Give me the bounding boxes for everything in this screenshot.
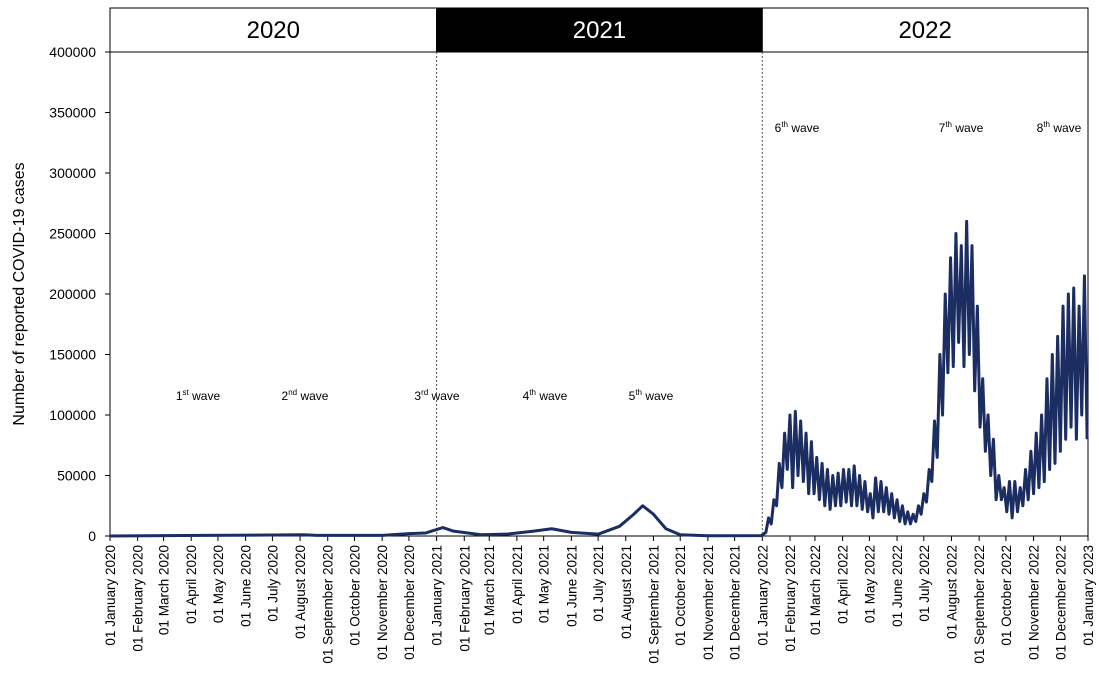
x-tick-label: 01 July 2022 — [917, 545, 932, 622]
x-tick-label: 01 July 2020 — [265, 545, 280, 622]
x-tick-label: 01 October 2022 — [999, 545, 1014, 646]
y-tick-label: 100000 — [49, 407, 96, 423]
x-tick-label: 01 March 2020 — [157, 545, 172, 635]
wave-number: 6 — [775, 121, 782, 135]
x-tick-label: 01 August 2022 — [944, 545, 959, 639]
period-label: 2020 — [247, 17, 300, 44]
y-tick-label: 300000 — [49, 165, 96, 181]
wave-suffix: rd — [421, 388, 428, 397]
x-tick-label: 01 January 2022 — [755, 545, 770, 646]
period-band — [761, 7, 1089, 53]
y-tick-label: 250000 — [49, 226, 96, 242]
x-tick-label: 01 May 2021 — [537, 545, 552, 623]
wave-suffix: nd — [288, 388, 297, 397]
x-tick-label: 01 January 2023 — [1081, 545, 1096, 646]
x-tick-label: 01 December 2020 — [402, 545, 417, 660]
wave-annotation: 2nd wave — [282, 388, 329, 403]
wave-text: wave — [1050, 121, 1082, 135]
wave-text: wave — [642, 389, 674, 403]
wave-suffix: th — [945, 120, 952, 129]
y-tick-label: 50000 — [57, 468, 96, 484]
wave-annotation: 6th wave — [775, 120, 820, 135]
wave-text: wave — [536, 389, 568, 403]
y-tick-label: 350000 — [49, 105, 96, 121]
x-tick-label: 01 June 2020 — [239, 545, 254, 627]
wave-number: 8 — [1037, 121, 1044, 135]
x-tick-label: 01 September 2021 — [646, 545, 661, 664]
wave-suffix: th — [529, 388, 536, 397]
y-axis-label: Number of reported COVID-19 cases — [11, 162, 28, 425]
x-tick-label: 01 September 2020 — [321, 545, 336, 664]
wave-text: wave — [189, 389, 221, 403]
x-tick-label: 01 April 2020 — [184, 545, 199, 624]
wave-text: wave — [428, 389, 460, 403]
x-tick-label: 01 March 2022 — [808, 545, 823, 635]
x-tick-label: 01 April 2021 — [510, 545, 525, 624]
x-tick-label: 01 April 2022 — [836, 545, 851, 624]
x-tick-label: 01 December 2021 — [728, 545, 743, 660]
wave-annotation: 8th wave — [1037, 120, 1082, 135]
x-tick-label: 01 September 2022 — [972, 545, 987, 664]
x-tick-label: 01 November 2020 — [375, 545, 390, 660]
wave-suffix: th — [781, 120, 788, 129]
x-tick-label: 01 January 2021 — [430, 545, 445, 646]
y-tick-label: 150000 — [49, 347, 96, 363]
x-tick-label: 01 February 2021 — [457, 545, 472, 652]
x-tick-label: 01 March 2021 — [482, 545, 497, 635]
wave-annotation: 4th wave — [523, 388, 568, 403]
wave-annotation: 7th wave — [939, 120, 984, 135]
x-tick-label: 01 February 2020 — [131, 545, 146, 652]
wave-number: 7 — [939, 121, 946, 135]
wave-number: 2 — [282, 389, 289, 403]
wave-annotation: 1st wave — [176, 388, 221, 403]
wave-suffix: th — [1043, 120, 1050, 129]
x-tick-label: 01 November 2021 — [701, 545, 716, 660]
wave-number: 5 — [629, 389, 636, 403]
wave-suffix: th — [635, 388, 642, 397]
wave-annotation: 5th wave — [629, 388, 674, 403]
period-label: 2022 — [898, 17, 951, 44]
wave-text: wave — [952, 121, 984, 135]
x-tick-label: 01 November 2022 — [1027, 545, 1042, 660]
y-tick-label: 0 — [88, 528, 96, 544]
period-band — [436, 7, 763, 53]
period-band — [109, 7, 438, 53]
wave-suffix: st — [183, 388, 190, 397]
y-tick-label: 400000 — [49, 44, 96, 60]
x-tick-label: 01 June 2021 — [564, 545, 579, 627]
x-tick-label: 01 July 2021 — [591, 545, 606, 622]
x-tick-label: 01 August 2020 — [293, 545, 308, 639]
case-line — [109, 219, 1089, 538]
x-tick-label: 01 October 2020 — [348, 545, 363, 646]
x-tick-label: 01 June 2022 — [890, 545, 905, 627]
x-tick-label: 01 February 2022 — [783, 545, 798, 652]
x-tick-label: 01 October 2021 — [673, 545, 688, 646]
wave-text: wave — [297, 389, 329, 403]
x-tick-label: 01 December 2022 — [1053, 545, 1068, 660]
x-tick-label: 01 August 2021 — [619, 545, 634, 639]
period-label: 2021 — [573, 17, 626, 44]
x-tick-label: 01 May 2020 — [211, 545, 226, 623]
x-tick-label: 01 May 2022 — [862, 545, 877, 623]
wave-number: 3 — [414, 389, 421, 403]
wave-text: wave — [788, 121, 820, 135]
wave-annotation: 3rd wave — [414, 388, 459, 403]
wave-number: 1 — [176, 389, 183, 403]
x-tick-label: 01 January 2020 — [103, 545, 118, 646]
y-tick-label: 200000 — [49, 286, 96, 302]
wave-number: 4 — [523, 389, 530, 403]
